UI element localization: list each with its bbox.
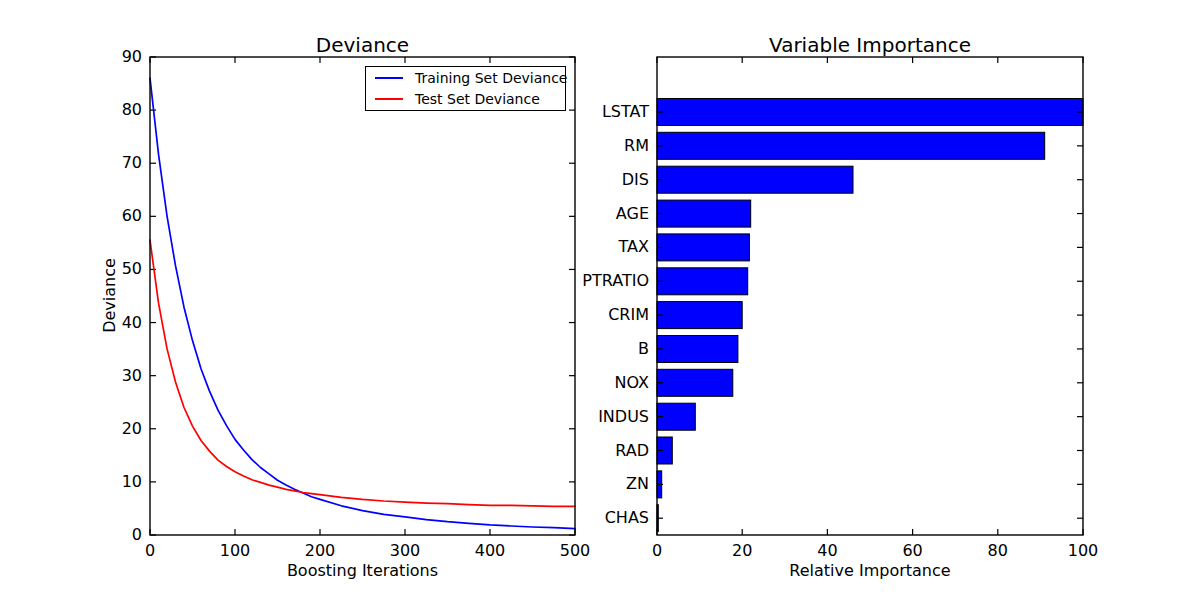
category-tick-label: TAX bbox=[529, 238, 649, 256]
training-line-swatch bbox=[375, 77, 403, 79]
legend-label-test: Test Set Deviance bbox=[415, 90, 540, 108]
x-tick-label: 500 bbox=[535, 542, 615, 560]
deviance-plot-area bbox=[150, 57, 575, 535]
x-tick-label: 80 bbox=[958, 542, 1038, 560]
y-tick-label: 10 bbox=[72, 473, 142, 491]
y-tick-label: 80 bbox=[72, 101, 142, 119]
category-tick-label: ZN bbox=[529, 475, 649, 493]
y-tick-label: 50 bbox=[72, 260, 142, 278]
category-tick-label: LSTAT bbox=[529, 103, 649, 121]
left-plot-title: Deviance bbox=[150, 33, 575, 57]
category-tick-label: CHAS bbox=[529, 509, 649, 527]
category-tick-label: AGE bbox=[529, 205, 649, 223]
left-x-axis-label: Boosting Iterations bbox=[150, 561, 575, 580]
y-tick-label: 30 bbox=[72, 367, 142, 385]
x-tick-label: 200 bbox=[280, 542, 360, 560]
right-x-axis-label: Relative Importance bbox=[657, 561, 1083, 580]
y-tick-label: 70 bbox=[72, 154, 142, 172]
y-tick-label: 60 bbox=[72, 207, 142, 225]
x-tick-label: 100 bbox=[195, 542, 275, 560]
x-tick-label: 60 bbox=[873, 542, 953, 560]
variable-importance-bar-chart bbox=[657, 57, 1083, 535]
x-tick-label: 400 bbox=[450, 542, 530, 560]
x-tick-label: 0 bbox=[617, 542, 697, 560]
legend-entry-training: Training Set Deviance bbox=[366, 69, 565, 88]
category-tick-label: RM bbox=[529, 137, 649, 155]
x-tick-label: 0 bbox=[110, 542, 190, 560]
category-tick-label: NOX bbox=[529, 374, 649, 392]
importance-plot-area bbox=[657, 57, 1083, 535]
category-tick-label: PTRATIO bbox=[529, 272, 649, 290]
category-tick-label: DIS bbox=[529, 171, 649, 189]
right-plot-title: Variable Importance bbox=[657, 33, 1083, 57]
test-line-swatch bbox=[375, 98, 403, 100]
category-tick-label: RAD bbox=[529, 442, 649, 460]
y-tick-label: 40 bbox=[72, 314, 142, 332]
y-tick-label: 0 bbox=[72, 526, 142, 544]
deviance-line-chart bbox=[150, 57, 575, 535]
x-tick-label: 100 bbox=[1043, 542, 1123, 560]
category-tick-label: INDUS bbox=[529, 408, 649, 426]
y-tick-label: 90 bbox=[72, 48, 142, 66]
figure: Deviance Boosting Iterations Deviance Tr… bbox=[0, 0, 1200, 600]
category-tick-label: CRIM bbox=[529, 306, 649, 324]
x-tick-label: 300 bbox=[365, 542, 445, 560]
x-tick-label: 20 bbox=[702, 542, 782, 560]
category-tick-label: B bbox=[529, 340, 649, 358]
x-tick-label: 40 bbox=[787, 542, 867, 560]
y-tick-label: 20 bbox=[72, 420, 142, 438]
legend-label-training: Training Set Deviance bbox=[415, 69, 567, 87]
